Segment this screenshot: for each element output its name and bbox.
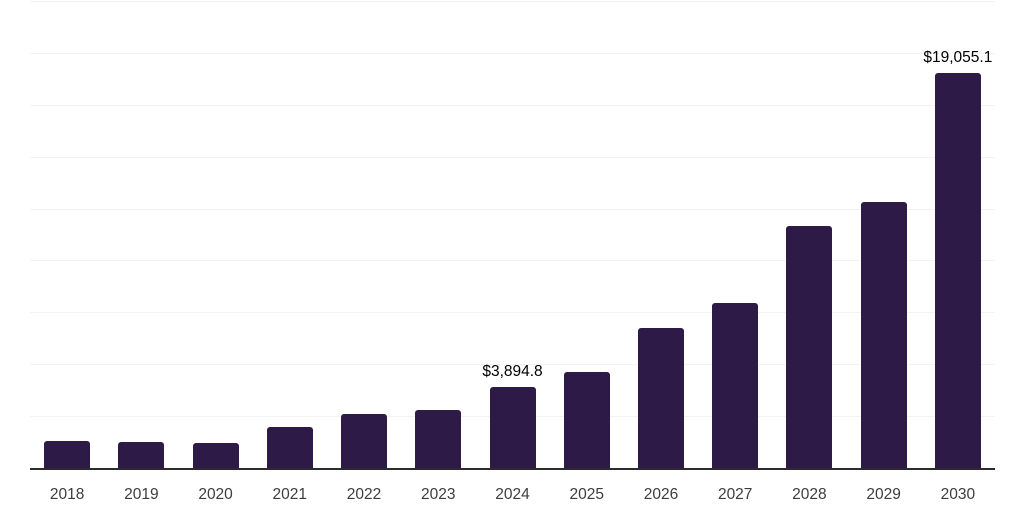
gridline-20000 [30,52,995,54]
x-tick-label-2019: 2019 [124,486,159,503]
bar-2023 [415,410,462,468]
bar-2021 [266,427,313,468]
x-tick-label-2018: 2018 [49,486,85,503]
bar-2029 [860,202,907,468]
gridline-22500 [30,1,995,2]
bar-2026 [637,328,684,468]
bar-2018 [44,441,91,468]
bar-2020 [192,442,239,468]
x-tick-label-2025: 2025 [569,486,604,503]
gridline-17500 [30,104,995,106]
x-tick-label-2020: 2020 [198,486,233,503]
x-tick-label-2021: 2021 [272,486,308,503]
x-axis-line [30,468,995,470]
gridline-12500 [30,208,995,210]
x-tick-label-2023: 2023 [421,486,456,503]
bar-2025 [563,372,610,468]
bar-2027 [712,303,759,468]
x-tick-label-2022: 2022 [346,486,382,503]
gridline-5000 [30,364,995,366]
x-tick-label-2027: 2027 [717,486,753,503]
gridline-10000 [30,260,995,262]
bar-2022 [341,414,388,468]
x-tick-label-2024: 2024 [495,486,530,503]
bar-2019 [118,441,165,468]
x-tick-label-2028: 2028 [792,486,827,503]
bar-2030 [934,72,981,468]
gridline-15000 [30,156,995,158]
x-tick-label-2026: 2026 [643,486,679,503]
bar-2028 [786,225,833,468]
data-label-2024: $3,894.8 [482,363,543,381]
gridline-7500 [30,312,995,314]
x-tick-label-2029: 2029 [866,486,901,503]
data-label-2030: $19,055.1 [923,48,993,66]
x-tick-label-2030: 2030 [940,486,976,503]
bar-2024 [489,387,536,468]
